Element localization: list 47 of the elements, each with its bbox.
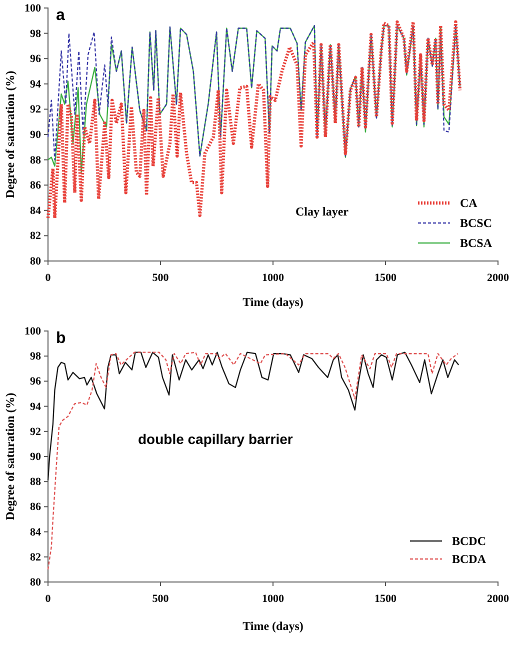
x-tick-label: 1000 [262, 593, 284, 606]
chart-title: a [56, 7, 65, 24]
y-tick-label: 84 [30, 526, 42, 538]
y-tick-label: 86 [30, 180, 42, 192]
line-series [47, 352, 460, 481]
y-tick-label: 86 [30, 501, 42, 514]
x-tick-label: 1500 [374, 593, 397, 606]
x-tick-label: 0 [45, 272, 52, 284]
x-tick-label: 1500 [374, 272, 397, 284]
y-axis-title: Degree of saturation (%) [3, 70, 17, 198]
legend-label: BCSC [460, 216, 492, 230]
y-tick-label: 92 [30, 426, 42, 438]
y-axis-title: Degree of saturation (%) [3, 392, 17, 520]
legend-label: BCDC [452, 534, 486, 548]
y-tick-label: 90 [30, 451, 42, 464]
legend-label: BCSA [460, 236, 492, 250]
y-tick-label: 96 [30, 376, 42, 388]
y-tick-label: 96 [30, 53, 42, 66]
y-tick-label: 80 [30, 256, 42, 268]
x-axis-title: Time (days) [242, 619, 304, 633]
y-tick-label: 90 [30, 129, 42, 142]
y-tick-label: 80 [30, 576, 42, 589]
x-tick-label: 500 [152, 272, 170, 284]
y-tick-label: 98 [30, 28, 42, 40]
y-tick-label: 88 [30, 476, 42, 488]
line-series [46, 20, 462, 220]
legend-label: BCDA [452, 552, 486, 566]
y-tick-label: 92 [30, 104, 42, 116]
y-tick-label: 100 [24, 326, 42, 338]
y-tick-label: 94 [30, 78, 42, 90]
y-tick-label: 84 [30, 204, 42, 217]
y-tick-label: 82 [30, 230, 42, 242]
x-axis-title: Time (days) [242, 295, 304, 309]
chart-title: b [56, 330, 66, 347]
annotation: Clay layer [296, 204, 350, 218]
x-tick-label: 2000 [487, 272, 510, 284]
y-tick-label: 88 [30, 154, 42, 166]
y-tick-label: 94 [30, 400, 42, 413]
x-tick-label: 500 [152, 593, 170, 606]
x-tick-label: 2000 [487, 593, 510, 606]
y-tick-label: 100 [24, 2, 42, 15]
x-tick-label: 0 [45, 593, 52, 606]
annotation: double capillary barrier [138, 430, 294, 447]
y-tick-label: 98 [30, 350, 42, 363]
y-tick-label: 82 [30, 551, 42, 564]
legend-label: CA [460, 196, 478, 210]
x-tick-label: 1000 [262, 272, 284, 284]
